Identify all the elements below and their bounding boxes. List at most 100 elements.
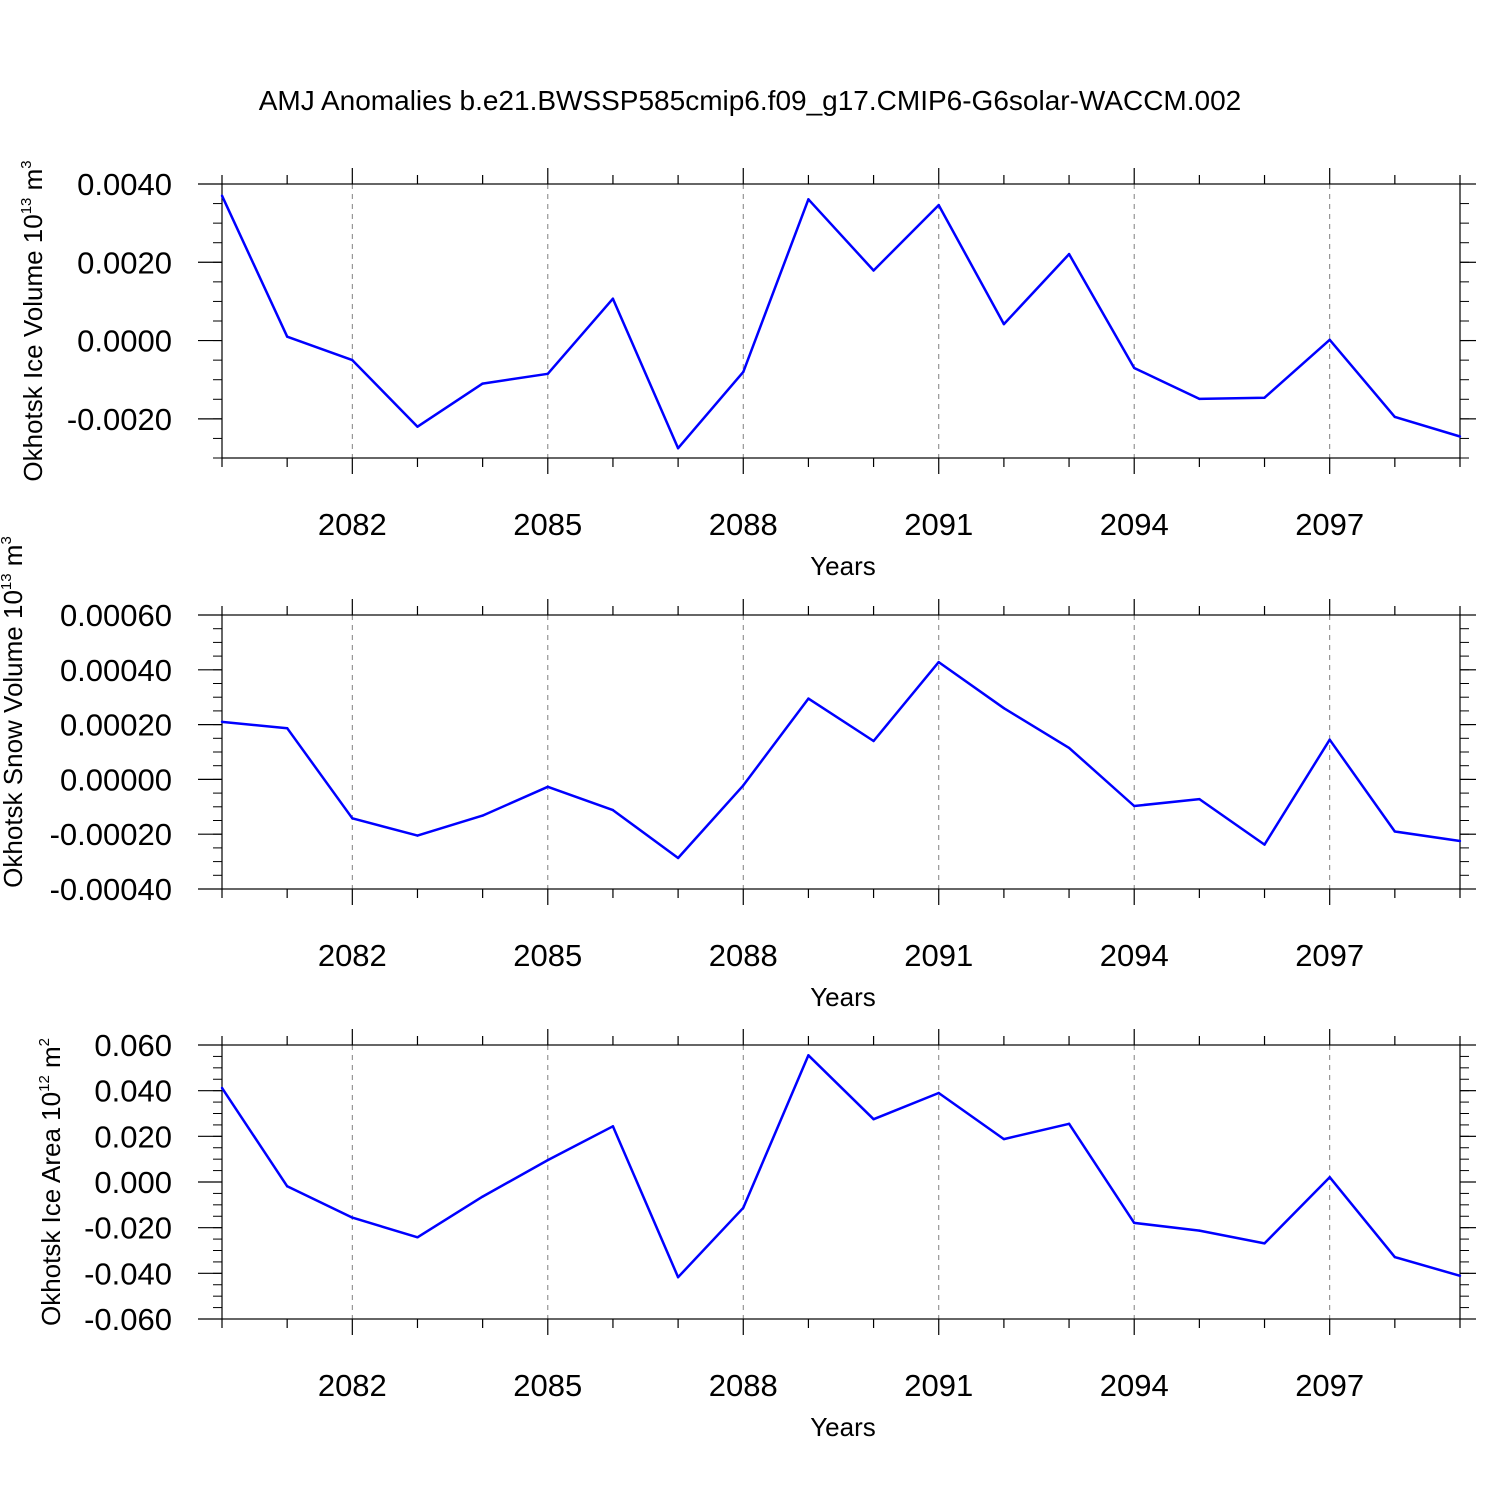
data-point xyxy=(1328,338,1331,341)
y-tick-label: 0.040 xyxy=(94,1074,172,1109)
y-axis-label: Okhotsk Ice Area 1012 m2 xyxy=(36,1038,66,1326)
y-tick-label: 0.020 xyxy=(94,1119,172,1154)
data-point xyxy=(1002,1137,1006,1141)
x-tick-label: 2091 xyxy=(904,1368,973,1403)
data-point xyxy=(676,447,680,450)
data-point xyxy=(1393,830,1397,833)
x-tick-label: 2091 xyxy=(904,507,973,542)
data-point xyxy=(546,372,549,376)
data-point xyxy=(807,697,810,700)
data-point xyxy=(937,203,940,207)
data-point xyxy=(285,726,289,730)
data-point xyxy=(937,1091,940,1095)
data-point xyxy=(1458,1274,1462,1278)
data-point xyxy=(872,269,875,272)
data-point xyxy=(416,834,419,837)
x-tick-label: 2097 xyxy=(1295,507,1364,542)
data-point xyxy=(611,808,615,812)
y-axis-label-exponent: 3 xyxy=(0,536,15,544)
data-point xyxy=(1002,706,1006,710)
data-point xyxy=(807,1054,810,1057)
x-tick-label: 2085 xyxy=(513,1368,582,1403)
data-point xyxy=(220,194,224,197)
y-tick-label: -0.0020 xyxy=(67,402,172,437)
y-axis-label-part: Okhotsk Snow Volume 10 xyxy=(0,590,28,888)
x-axis-label: Years xyxy=(810,551,876,581)
y-axis-label-part: m xyxy=(18,169,48,198)
data-point xyxy=(546,785,549,788)
x-tick-label: 2085 xyxy=(513,938,582,973)
data-point xyxy=(285,335,289,338)
y-tick-label: -0.00040 xyxy=(50,872,172,907)
y-tick-label: -0.020 xyxy=(84,1211,172,1246)
data-point xyxy=(416,1236,419,1239)
y-axis-label-exponent: 13 xyxy=(18,198,35,215)
x-tick-label: 2091 xyxy=(904,938,973,973)
data-point xyxy=(1393,415,1397,419)
data-point xyxy=(285,1185,289,1188)
data-point xyxy=(611,1125,615,1128)
y-tick-label: 0.00000 xyxy=(60,762,172,797)
y-tick-label: 0.0020 xyxy=(77,245,172,280)
data-point xyxy=(872,739,875,743)
y-axis-label-part: m xyxy=(36,1046,66,1075)
y-tick-label: 0.0040 xyxy=(77,167,172,202)
x-tick-label: 2082 xyxy=(318,507,387,542)
data-point xyxy=(1002,322,1006,326)
data-point xyxy=(351,1216,354,1219)
x-tick-label: 2094 xyxy=(1100,507,1169,542)
panel-snow-volume: 0.00060 0.00040 0.00020 0.00000 -0.00020 -0.0… xyxy=(0,536,1476,1012)
data-point xyxy=(1328,738,1331,741)
data-point xyxy=(1067,1122,1071,1125)
x-axis-label: Years xyxy=(810,1412,876,1442)
y-tick-label: -0.060 xyxy=(84,1302,172,1337)
data-point xyxy=(872,1118,875,1121)
y-axis-label-exponent: 2 xyxy=(36,1038,53,1046)
data-point xyxy=(481,382,484,385)
x-tick-label: 2088 xyxy=(709,938,778,973)
panel-ice-area: 0.060 0.040 0.020 0.000 -0.020 -0.040 -0.060 20… xyxy=(36,1028,1476,1442)
data-point xyxy=(1067,746,1071,750)
data-point xyxy=(220,1086,224,1090)
y-axis-label-part: Okhotsk Ice Volume 10 xyxy=(18,214,48,481)
data-point xyxy=(220,720,224,724)
data-point xyxy=(481,1195,484,1198)
x-tick-label: 2097 xyxy=(1295,938,1364,973)
data-point xyxy=(1458,839,1462,843)
y-tick-label: 0.0000 xyxy=(77,324,172,359)
y-tick-label: 0.00060 xyxy=(60,598,172,633)
data-point xyxy=(1133,804,1136,808)
y-axis-label: Okhotsk Snow Volume 1013 m3 xyxy=(0,536,28,888)
y-tick-label: 0.060 xyxy=(94,1028,172,1063)
data-point xyxy=(1328,1176,1331,1179)
y-axis-label-part: Okhotsk Ice Area 10 xyxy=(36,1092,66,1326)
data-point xyxy=(676,1276,680,1279)
series-line xyxy=(221,660,1461,860)
data-point xyxy=(481,814,484,817)
data-point xyxy=(742,370,745,374)
data-point xyxy=(351,358,354,362)
data-point xyxy=(1263,1242,1266,1245)
data-point xyxy=(1133,1221,1136,1225)
data-point xyxy=(676,856,680,860)
y-tick-label: 0.000 xyxy=(94,1165,172,1200)
x-tick-label: 2082 xyxy=(318,938,387,973)
data-point xyxy=(1198,797,1201,801)
data-point xyxy=(1133,366,1136,370)
data-point xyxy=(1198,1229,1201,1232)
x-tick-label: 2094 xyxy=(1100,1368,1169,1403)
x-tick-label: 2097 xyxy=(1295,1368,1364,1403)
data-point xyxy=(351,817,354,820)
series-line xyxy=(220,195,1461,450)
panel-ice-volume: 0.0040 0.0020 0.0000 -0.0020 2082 2085 2088 209… xyxy=(18,160,1476,581)
y-axis-label-exponent: 13 xyxy=(0,573,15,590)
plot-frame xyxy=(221,614,1461,890)
x-axis-label: Years xyxy=(810,982,876,1012)
data-point xyxy=(1198,397,1201,401)
data-point xyxy=(1263,843,1266,846)
x-tick-label: 2085 xyxy=(513,507,582,542)
data-point xyxy=(611,297,615,300)
x-tick-label: 2088 xyxy=(709,1368,778,1403)
x-tick-label: 2094 xyxy=(1100,938,1169,973)
